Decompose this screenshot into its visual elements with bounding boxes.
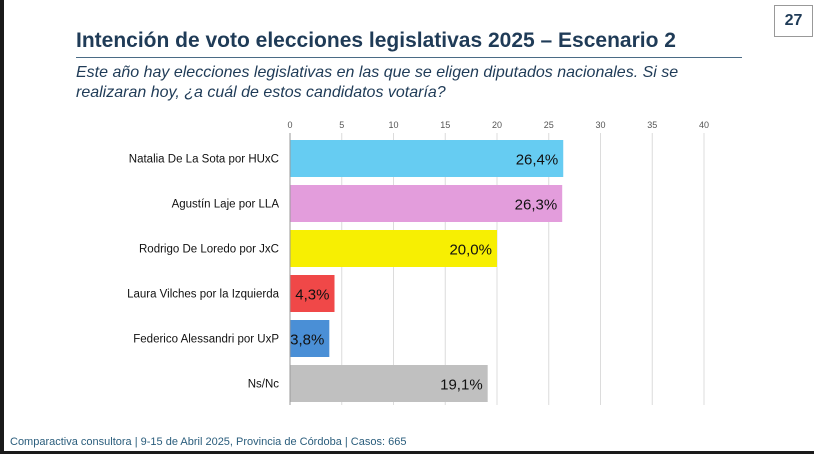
frame-bottom-border [0,451,814,454]
category-label: Natalia De La Sota por HUxC [129,154,279,166]
grid-lines [341,133,705,405]
bar [290,185,563,222]
bar-value-label: 26,4% [516,152,559,169]
x-axis-ticks: 0 5 10 15 20 25 30 35 40 [287,120,709,130]
bar-value-label: 4,3% [295,287,329,304]
bar-value-label: 26,3% [515,197,558,214]
bar [290,230,497,267]
category-label: Laura Vilches por la Izquierda [127,289,280,301]
x-tick-label: 40 [699,120,709,130]
bar [290,140,564,177]
bar-value-label: 20,0% [449,242,492,259]
bar [290,320,330,357]
survey-question: Este año hay elecciones legislativas en … [76,64,679,101]
x-tick-label: 15 [440,120,450,130]
category-label: Federico Alessandri por UxP [133,334,279,346]
x-tick-label: 0 [287,120,292,130]
category-label: Rodrigo De Loredo por JxC [139,244,279,256]
category-label: Agustín Laje por LLA [172,199,280,211]
bars: 26,4% 26,3% 20,0% 4,3% 3,8% 19,1% [290,140,564,402]
x-tick-label: 10 [388,120,398,130]
title-divider [76,57,742,58]
bar-value-label: 3,8% [290,332,324,349]
chart-title: Intención de voto elecciones legislativa… [76,29,676,52]
page-number: 27 [774,5,813,37]
bar [290,275,335,312]
x-tick-label: 30 [595,120,605,130]
frame-left-border [0,0,4,454]
x-tick-label: 5 [339,120,344,130]
category-labels: Natalia De La Sota por HUxC Agustín Laje … [127,154,280,391]
x-tick-label: 20 [492,120,502,130]
category-label: Ns/Nc [248,379,280,391]
x-tick-label: 35 [647,120,657,130]
x-tick-label: 25 [544,120,554,130]
bar-value-label: 19,1% [440,377,483,394]
bar [290,365,488,402]
source-footer: Comparactiva consultora | 9-15 de Abril … [10,436,407,448]
